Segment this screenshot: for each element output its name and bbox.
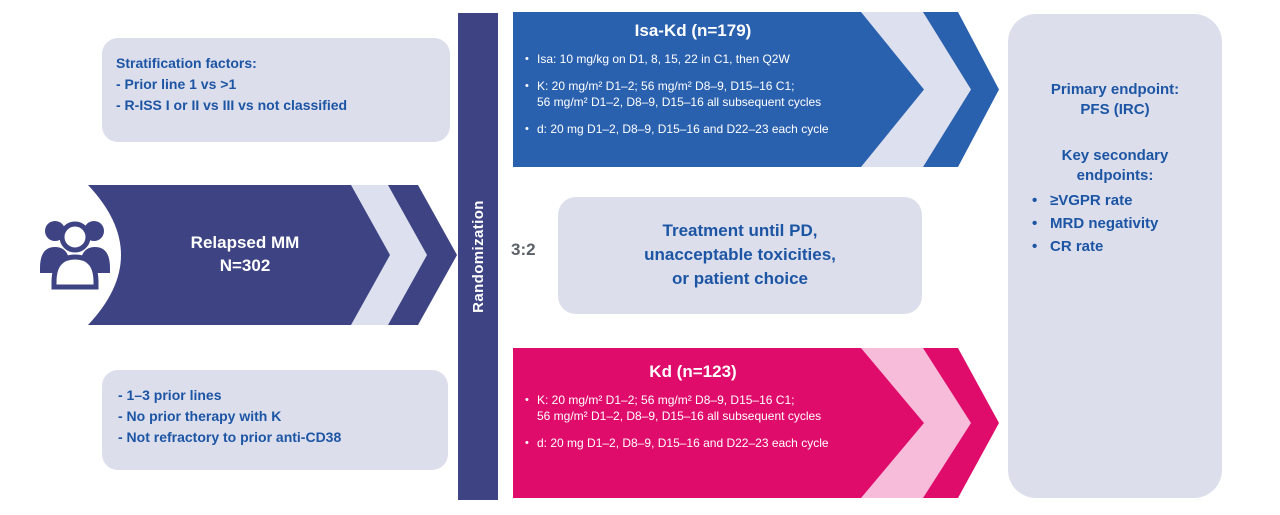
randomization-label: Randomization	[469, 200, 487, 313]
isa-kd-dosing-list: Isa: 10 mg/kg on D1, 8, 15, 22 in C1, th…	[513, 51, 1000, 137]
stratification-title: Stratification factors:	[116, 55, 257, 71]
eligibility-line: - 1–3 prior lines	[118, 387, 222, 403]
kd-dosing-item: K: 20 mg/m² D1–2; 56 mg/m² D8–9, D15–16 …	[525, 392, 889, 424]
population-arrow-shape	[88, 185, 457, 325]
secondary-endpoint-item: ≥VGPR rate	[1030, 190, 1222, 211]
population-count: N=302	[219, 256, 271, 275]
kd-arm-content: Kd (n=123) K: 20 mg/m² D1–2; 56 mg/m² D8…	[513, 348, 1000, 498]
chevron-band	[861, 12, 971, 167]
isa-kd-arm-title: Isa-Kd (n=179)	[634, 21, 752, 40]
isa-kd-arm-content: Isa-Kd (n=179) Isa: 10 mg/kg on D1, 8, 1…	[513, 12, 1000, 167]
people-group-icon	[40, 221, 110, 290]
treatment-duration-box: Treatment until PD, unacceptable toxicit…	[558, 197, 922, 314]
stratification-line: - R-ISS I or II vs III vs not classified	[116, 97, 348, 113]
secondary-endpoints-list: ≥VGPR rate MRD negativity CR rate	[1008, 190, 1222, 257]
eligibility-line: - Not refractory to prior anti-CD38	[118, 429, 342, 445]
population-line1: Relapsed MM	[190, 233, 300, 252]
endpoints-box: Primary endpoint: PFS (IRC) Key secondar…	[1008, 14, 1222, 498]
eligibility-line: - No prior therapy with K	[118, 408, 282, 424]
isa-kd-dosing-item: Isa: 10 mg/kg on D1, 8, 15, 22 in C1, th…	[525, 51, 889, 67]
stratification-line: - Prior line 1 vs >1	[116, 76, 237, 92]
population-arrow: Relapsed MM N=302	[85, 185, 461, 325]
secondary-endpoints-title: Key secondary endpoints:	[1061, 147, 1169, 184]
isa-kd-dosing-item: d: 20 mg D1–2, D8–9, D15–16 and D22–23 e…	[525, 121, 889, 137]
randomization-ratio: 3:2	[511, 240, 536, 259]
stratification-factors-box: Stratification factors: - Prior line 1 v…	[102, 38, 450, 142]
isa-kd-dosing-item: K: 20 mg/m² D1–2; 56 mg/m² D8–9, D15–16 …	[525, 78, 889, 110]
secondary-endpoint-item: MRD negativity	[1030, 213, 1222, 234]
randomization-bar: Randomization	[458, 13, 498, 500]
chevron-band	[351, 185, 427, 325]
kd-arm-arrow: Kd (n=123) K: 20 mg/m² D1–2; 56 mg/m² D8…	[513, 348, 1000, 498]
primary-endpoint-value: PFS (IRC)	[1080, 101, 1150, 118]
endpoints-content: Primary endpoint: PFS (IRC) Key secondar…	[1008, 14, 1222, 257]
eligibility-box: - 1–3 prior lines - No prior therapy wit…	[102, 370, 448, 470]
treatment-duration-text: Treatment until PD, unacceptable toxicit…	[644, 221, 836, 288]
kd-dosing-item: d: 20 mg D1–2, D8–9, D15–16 and D22–23 e…	[525, 435, 889, 451]
kd-dosing-list: K: 20 mg/m² D1–2; 56 mg/m² D8–9, D15–16 …	[513, 392, 1000, 451]
population-label: Relapsed MM N=302	[115, 231, 375, 277]
secondary-endpoint-item: CR rate	[1030, 236, 1222, 257]
primary-endpoint-title: Primary endpoint:	[1050, 81, 1180, 98]
chevron-band	[861, 348, 971, 498]
isa-kd-arm-arrow: Isa-Kd (n=179) Isa: 10 mg/kg on D1, 8, 1…	[513, 12, 1000, 167]
spacer	[1008, 120, 1222, 146]
kd-arm-title: Kd (n=123)	[649, 362, 737, 381]
